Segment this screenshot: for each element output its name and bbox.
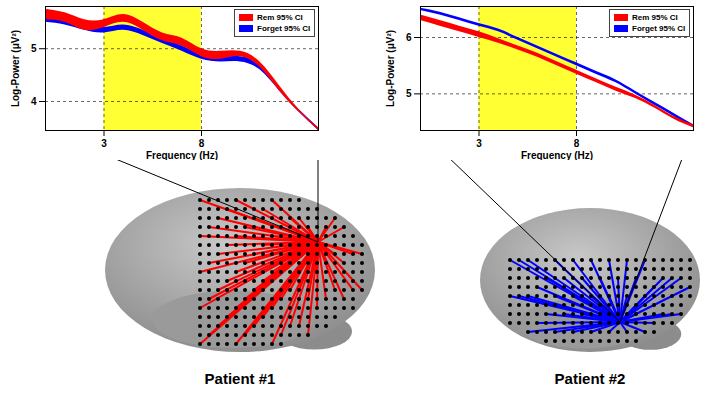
svg-text:5: 5 — [406, 88, 412, 99]
svg-text:Log-Power (μV²): Log-Power (μV²) — [385, 30, 396, 107]
svg-text:8: 8 — [574, 138, 580, 149]
html-text:Rem 95% CI: Rem 95% CI — [632, 13, 678, 22]
svg-text:Log-Power (μV²): Log-Power (μV²) — [10, 30, 21, 107]
html-text:Patient #2: Patient #2 — [554, 370, 626, 387]
html-text:Forget 95% CI: Forget 95% CI — [257, 24, 311, 33]
svg-text:3: 3 — [476, 138, 482, 149]
svg-text:Frequency (Hz): Frequency (Hz) — [146, 150, 218, 161]
html-text:Rem 95% CI: Rem 95% CI — [257, 13, 303, 22]
svg-text:6: 6 — [406, 32, 412, 43]
svg-text:3: 3 — [101, 138, 107, 149]
svg-text:8: 8 — [199, 138, 205, 149]
html-text:Forget 95% CI: Forget 95% CI — [632, 24, 686, 33]
html-text:Patient #1: Patient #1 — [204, 370, 276, 387]
svg-text:5: 5 — [31, 43, 37, 54]
svg-text:Frequency (Hz): Frequency (Hz) — [521, 150, 593, 161]
svg-text:4: 4 — [31, 96, 37, 107]
